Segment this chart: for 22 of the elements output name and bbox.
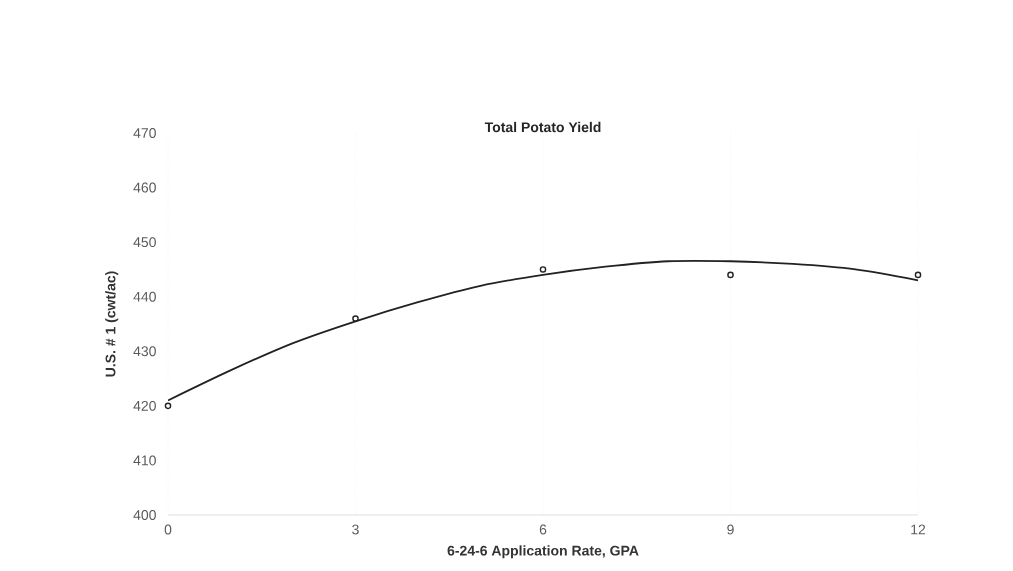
y-tick-label: 420: [133, 400, 156, 411]
x-tick-label: 12: [911, 524, 926, 535]
point: [164, 402, 172, 410]
y-tick-label: 400: [133, 510, 156, 520]
x-tick-label: 6: [539, 524, 547, 535]
point: [352, 315, 359, 322]
y-tick-label: 460: [133, 182, 156, 193]
point: [727, 271, 734, 279]
x-axis-title: 6-24-6 Application Rate, GPA: [447, 545, 639, 559]
y-tick-label: 430: [133, 346, 156, 357]
x-tick-label: 3: [352, 524, 359, 535]
y-tick-label: 470: [133, 128, 156, 138]
chart-title: Total Potato Yield: [484, 121, 601, 133]
y-axis-title: U.S. # 1 (cwt/ac): [105, 271, 119, 377]
point: [914, 271, 922, 279]
x-tick-label: 9: [727, 524, 734, 535]
line-series: [168, 259, 919, 402]
x-tick-label: 0: [164, 524, 172, 535]
y-tick-label: 450: [133, 237, 156, 248]
y-tick-label: 410: [133, 455, 156, 466]
point: [539, 266, 547, 273]
y-tick-label: 440: [133, 291, 156, 302]
